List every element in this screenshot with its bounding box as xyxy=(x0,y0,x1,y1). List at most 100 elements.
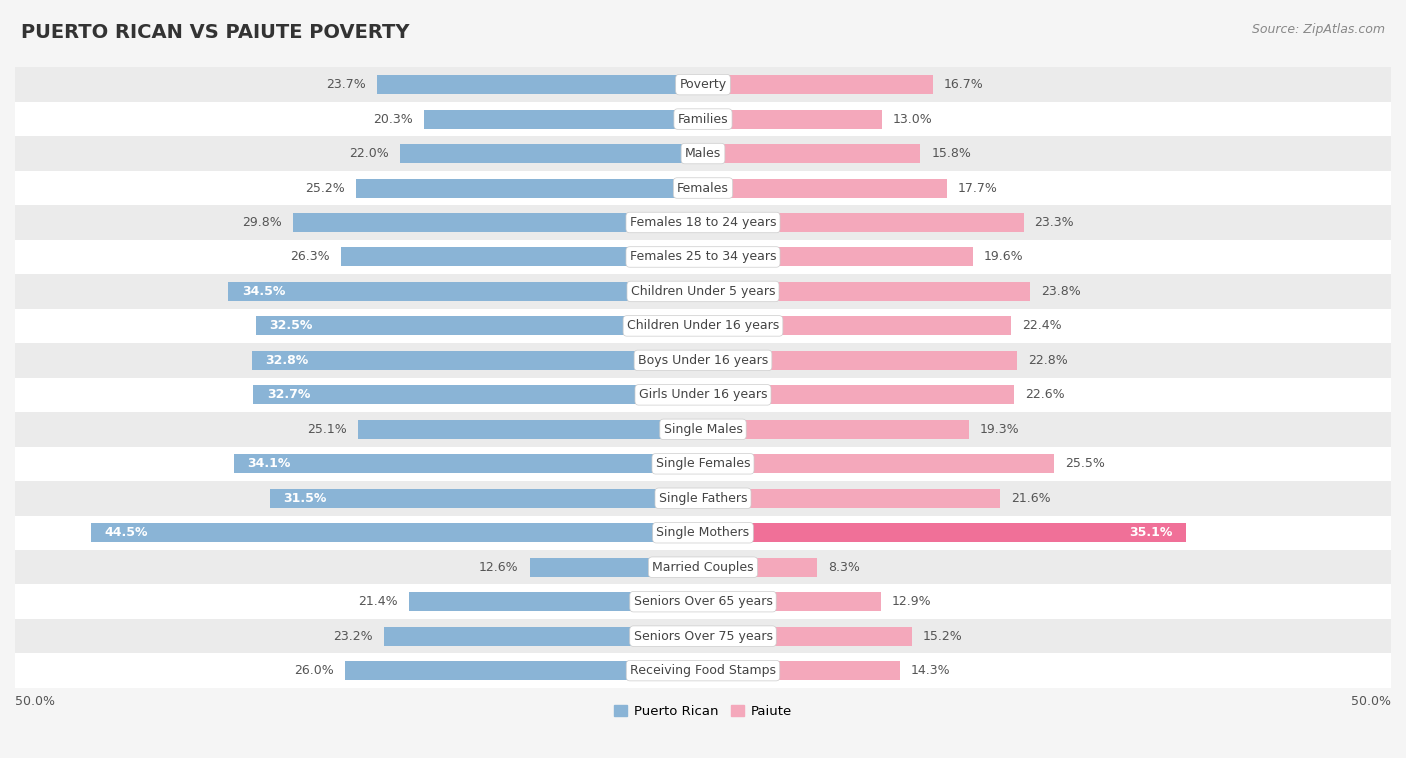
Text: 34.1%: 34.1% xyxy=(247,457,291,470)
Bar xyxy=(15,309,1391,343)
Bar xyxy=(15,412,1391,446)
Text: Boys Under 16 years: Boys Under 16 years xyxy=(638,354,768,367)
Text: 34.5%: 34.5% xyxy=(242,285,285,298)
Bar xyxy=(703,110,882,129)
Text: 29.8%: 29.8% xyxy=(242,216,283,229)
Bar xyxy=(15,584,1391,619)
Bar xyxy=(15,205,1391,240)
Text: Females: Females xyxy=(678,181,728,195)
Bar xyxy=(357,420,703,439)
Bar xyxy=(15,136,1391,171)
Bar xyxy=(409,592,703,611)
Text: Families: Families xyxy=(678,113,728,126)
Text: 22.4%: 22.4% xyxy=(1022,319,1062,333)
Bar xyxy=(703,385,1014,404)
Text: 17.7%: 17.7% xyxy=(957,181,997,195)
Text: 19.3%: 19.3% xyxy=(980,423,1019,436)
Text: 21.6%: 21.6% xyxy=(1011,492,1050,505)
Bar xyxy=(401,144,703,163)
Text: 16.7%: 16.7% xyxy=(943,78,984,91)
Bar xyxy=(346,661,703,680)
Text: 15.8%: 15.8% xyxy=(931,147,972,160)
Text: Single Mothers: Single Mothers xyxy=(657,526,749,539)
Bar xyxy=(703,248,973,267)
Text: 14.3%: 14.3% xyxy=(911,664,950,677)
Bar xyxy=(703,454,1054,473)
Text: Seniors Over 65 years: Seniors Over 65 years xyxy=(634,595,772,608)
Bar xyxy=(15,171,1391,205)
Text: Receiving Food Stamps: Receiving Food Stamps xyxy=(630,664,776,677)
Text: 26.0%: 26.0% xyxy=(294,664,335,677)
Text: PUERTO RICAN VS PAIUTE POVERTY: PUERTO RICAN VS PAIUTE POVERTY xyxy=(21,23,409,42)
Bar xyxy=(15,67,1391,102)
Text: Seniors Over 75 years: Seniors Over 75 years xyxy=(634,630,772,643)
Text: Source: ZipAtlas.com: Source: ZipAtlas.com xyxy=(1251,23,1385,36)
Legend: Puerto Rican, Paiute: Puerto Rican, Paiute xyxy=(609,700,797,723)
Text: 23.8%: 23.8% xyxy=(1042,285,1081,298)
Bar xyxy=(703,316,1011,335)
Bar xyxy=(292,213,703,232)
Text: Poverty: Poverty xyxy=(679,78,727,91)
Bar xyxy=(252,351,703,370)
Text: 50.0%: 50.0% xyxy=(1351,695,1391,708)
Text: 23.3%: 23.3% xyxy=(1035,216,1074,229)
Bar xyxy=(703,592,880,611)
Text: 22.8%: 22.8% xyxy=(1028,354,1067,367)
Bar xyxy=(15,515,1391,550)
Text: 32.7%: 32.7% xyxy=(267,388,311,401)
Text: 21.4%: 21.4% xyxy=(359,595,398,608)
Text: 50.0%: 50.0% xyxy=(15,695,55,708)
Bar xyxy=(15,446,1391,481)
Bar xyxy=(703,489,1000,508)
Text: 22.6%: 22.6% xyxy=(1025,388,1064,401)
Text: 32.5%: 32.5% xyxy=(270,319,314,333)
Bar xyxy=(423,110,703,129)
Bar xyxy=(703,558,817,577)
Bar xyxy=(256,316,703,335)
Text: Single Females: Single Females xyxy=(655,457,751,470)
Text: Females 18 to 24 years: Females 18 to 24 years xyxy=(630,216,776,229)
Text: 31.5%: 31.5% xyxy=(284,492,326,505)
Bar xyxy=(703,661,900,680)
Text: 15.2%: 15.2% xyxy=(924,630,963,643)
Text: 44.5%: 44.5% xyxy=(104,526,148,539)
Bar xyxy=(703,351,1017,370)
Text: 25.1%: 25.1% xyxy=(307,423,347,436)
Bar xyxy=(703,179,946,198)
Text: 26.3%: 26.3% xyxy=(291,250,330,264)
Bar xyxy=(356,179,703,198)
Text: 23.2%: 23.2% xyxy=(333,630,373,643)
Bar xyxy=(228,282,703,301)
Bar xyxy=(530,558,703,577)
Bar xyxy=(703,144,921,163)
Bar xyxy=(703,627,912,646)
Bar xyxy=(15,653,1391,688)
Bar xyxy=(253,385,703,404)
Bar xyxy=(703,420,969,439)
Bar xyxy=(703,523,1187,542)
Bar xyxy=(15,240,1391,274)
Text: 35.1%: 35.1% xyxy=(1129,526,1173,539)
Text: Males: Males xyxy=(685,147,721,160)
Text: 13.0%: 13.0% xyxy=(893,113,932,126)
Text: Married Couples: Married Couples xyxy=(652,561,754,574)
Text: 12.9%: 12.9% xyxy=(891,595,931,608)
Bar xyxy=(377,75,703,94)
Bar xyxy=(15,550,1391,584)
Bar xyxy=(703,282,1031,301)
Text: 20.3%: 20.3% xyxy=(373,113,413,126)
Bar xyxy=(15,102,1391,136)
Bar xyxy=(15,619,1391,653)
Bar xyxy=(233,454,703,473)
Text: 19.6%: 19.6% xyxy=(984,250,1024,264)
Text: Girls Under 16 years: Girls Under 16 years xyxy=(638,388,768,401)
Text: 25.2%: 25.2% xyxy=(305,181,346,195)
Text: 32.8%: 32.8% xyxy=(266,354,309,367)
Bar xyxy=(15,343,1391,377)
Text: Children Under 5 years: Children Under 5 years xyxy=(631,285,775,298)
Bar xyxy=(15,481,1391,515)
Text: 8.3%: 8.3% xyxy=(828,561,860,574)
Bar xyxy=(703,75,932,94)
Bar xyxy=(703,213,1024,232)
Text: Single Males: Single Males xyxy=(664,423,742,436)
